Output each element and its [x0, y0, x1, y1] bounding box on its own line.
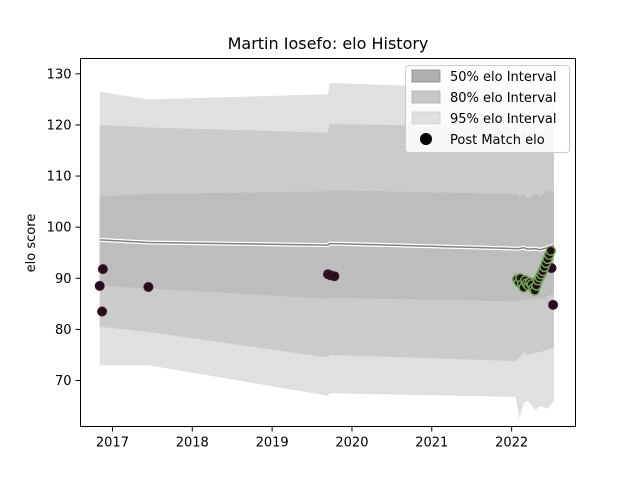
y-tick-label: 100 — [47, 221, 72, 236]
y-tick-label: 110 — [47, 170, 72, 185]
y-tick-label: 70 — [55, 374, 72, 389]
legend-box — [405, 65, 570, 153]
y-axis: 70 80 90 100 110 120 130 — [47, 67, 81, 389]
legend-marker-point — [420, 133, 432, 145]
x-tick-label: 2020 — [335, 436, 368, 451]
y-tick-label: 80 — [55, 323, 72, 338]
post-match-elo-point — [548, 299, 559, 310]
legend-label-80: 80% elo Interval — [450, 91, 557, 106]
mean-elo-line — [99, 239, 555, 251]
post-match-elo-point — [329, 271, 340, 282]
axes-frame — [80, 58, 576, 427]
y-tick-label: 130 — [47, 67, 72, 82]
legend-label-95: 95% elo Interval — [450, 112, 557, 127]
legend-label-50: 50% elo Interval — [450, 70, 557, 85]
post-match-elo-point — [94, 280, 105, 291]
y-tick-label: 90 — [55, 272, 72, 287]
post-match-elo-point — [545, 245, 557, 256]
plot-area — [94, 83, 559, 419]
x-axis: 2017 2018 2019 2020 2021 2022 — [96, 426, 528, 451]
x-tick-label: 2022 — [495, 436, 528, 451]
y-tick-label: 120 — [47, 118, 72, 133]
legend-swatch-80 — [411, 90, 441, 104]
legend-swatch-95 — [411, 111, 441, 125]
legend-label-points: Post Match elo — [450, 133, 545, 148]
x-tick-label: 2019 — [256, 436, 289, 451]
legend-swatch-50 — [411, 69, 441, 83]
x-tick-label: 2017 — [96, 436, 129, 451]
x-tick-label: 2021 — [415, 436, 448, 451]
post-match-elo-point — [97, 264, 108, 275]
post-match-elo-point — [97, 306, 108, 317]
x-tick-label: 2018 — [176, 436, 209, 451]
post-match-elo-point — [143, 282, 154, 292]
y-axis-label: elo score — [24, 214, 39, 273]
legend: 50% elo Interval 80% elo Interval 95% el… — [405, 65, 570, 153]
chart-title: Martin Iosefo: elo History — [228, 34, 429, 53]
